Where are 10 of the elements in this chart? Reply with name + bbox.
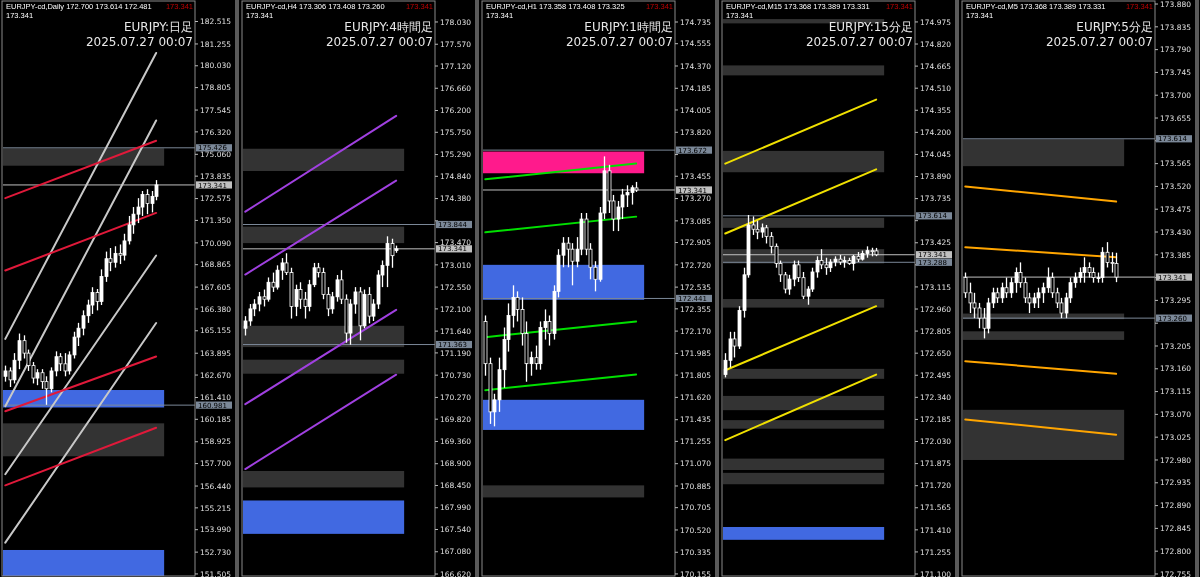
text: EURJPY:15分足 (828, 20, 913, 34)
text: EURJPY:5分足 (1076, 20, 1153, 34)
annotation: 2025.07.27 00:07 (85, 35, 193, 49)
text: EURJPY:4時間足 (344, 20, 433, 34)
text: EURJPY:1時間足 (584, 20, 673, 34)
annotation: 2025.07.27 00:07 (1045, 35, 1153, 49)
annotation: 2025.07.27 00:07 (565, 35, 673, 49)
text: EURJPY:日足 (124, 20, 193, 34)
annotation: 2025.07.27 00:07 (805, 35, 913, 49)
annotation: 2025.07.27 00:07 (325, 35, 433, 49)
